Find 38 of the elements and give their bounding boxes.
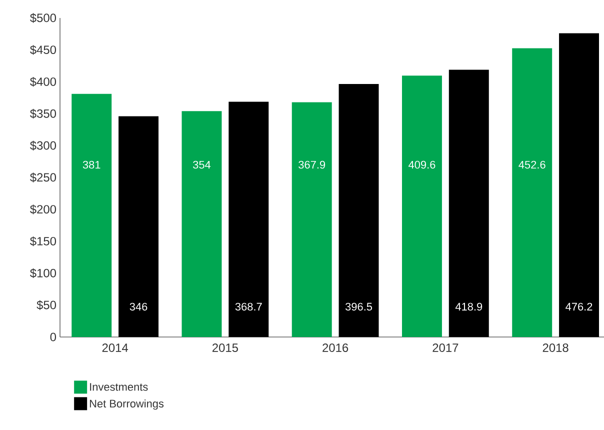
- x-tick-label: 2014: [102, 344, 128, 352]
- x-tick-label: 2015: [212, 344, 238, 352]
- y-tick-label: $50: [36, 300, 56, 310]
- legend-label: Investments: [90, 383, 148, 391]
- y-tick-label: $350: [30, 108, 56, 119]
- data-label: 418.9: [455, 302, 482, 311]
- bar: [448, 70, 489, 337]
- y-tick-label: $250: [30, 172, 56, 182]
- data-label: 396.5: [345, 302, 372, 311]
- x-tick-label: 2018: [542, 344, 568, 352]
- y-tick-label: $450: [30, 45, 56, 55]
- data-label: 368.7: [235, 302, 262, 311]
- x-tick-label: 2017: [432, 344, 458, 352]
- data-label: 354: [193, 160, 211, 169]
- y-tick-label: $400: [30, 76, 56, 87]
- data-label: 367.9: [298, 160, 326, 169]
- data-label: 381: [82, 160, 100, 169]
- bar: [228, 102, 269, 337]
- bar: [118, 116, 159, 337]
- bar: [292, 102, 332, 337]
- y-tick-label: 0: [50, 332, 56, 342]
- bar: [559, 33, 599, 337]
- bar: [338, 84, 379, 337]
- data-label: 452.6: [518, 160, 546, 169]
- y-tick-label: $500: [30, 13, 56, 23]
- y-tick-label: $300: [30, 140, 56, 150]
- y-tick-label: $150: [30, 236, 56, 246]
- y-tick-label: $200: [30, 204, 56, 214]
- data-label: 346: [130, 302, 148, 311]
- data-label: 476.2: [566, 302, 592, 311]
- bar: [512, 48, 552, 337]
- data-label: 409.6: [408, 160, 436, 169]
- bar: [182, 111, 222, 337]
- y-tick-label: $100: [30, 268, 56, 278]
- bar: [72, 94, 112, 337]
- bar: [402, 76, 442, 337]
- legend-label: Net Borrowings: [90, 399, 164, 410]
- x-tick-label: 2016: [322, 344, 348, 352]
